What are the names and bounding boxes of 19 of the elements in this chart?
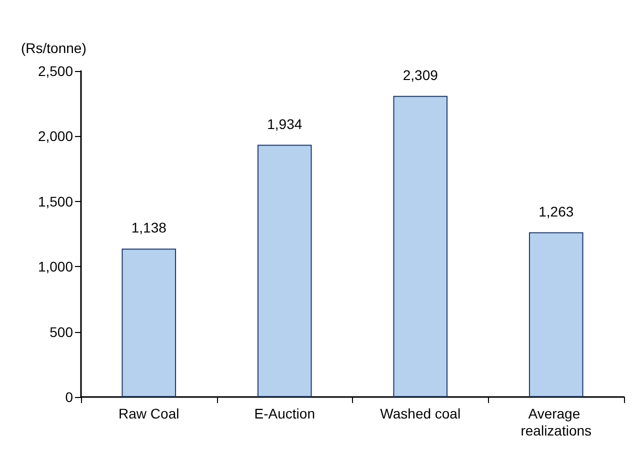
x-tick-label: Average realizations bbox=[520, 406, 592, 438]
bar bbox=[528, 232, 584, 397]
data-label: 1,934 bbox=[267, 116, 302, 132]
y-tick-label: 2,500 bbox=[38, 63, 74, 79]
data-label: 1,138 bbox=[131, 220, 167, 236]
y-axis-title: (Rs/tonne) bbox=[21, 40, 86, 56]
y-tick-label: 500 bbox=[50, 324, 74, 340]
bar bbox=[122, 248, 176, 397]
y-tick-label: 1,500 bbox=[38, 193, 74, 210]
x-tick-label: Raw Coal bbox=[118, 406, 180, 422]
x-tick-label: E-Auction bbox=[254, 406, 315, 422]
y-tick-label: 1,000 bbox=[38, 258, 74, 275]
y-tick-label: 0 bbox=[65, 389, 74, 405]
data-label: 2,309 bbox=[402, 66, 438, 83]
bar bbox=[257, 144, 312, 397]
data-label: 1,263 bbox=[538, 203, 574, 220]
bar bbox=[393, 96, 448, 397]
x-tick-label: Washed coal bbox=[380, 406, 461, 422]
y-tick-label: 2,000 bbox=[38, 128, 74, 144]
